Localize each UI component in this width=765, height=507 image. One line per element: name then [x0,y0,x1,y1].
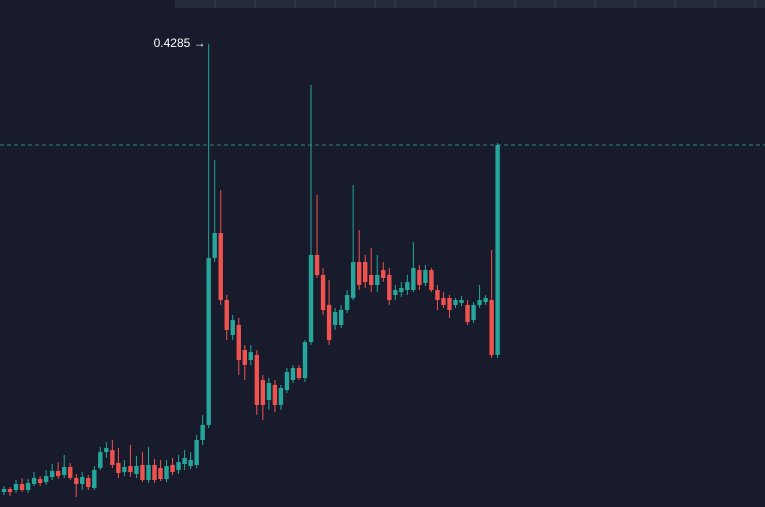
candle-body [477,300,482,305]
candle-body [272,384,278,405]
candle-body [483,297,488,303]
strip [175,0,765,8]
candle-body [453,300,458,305]
candle-body [375,274,380,285]
candle-body [194,440,199,465]
candle-body [92,470,97,488]
candle-body [363,262,368,283]
candle-body [182,457,187,464]
candle-body [68,466,73,478]
candle-body [248,352,254,361]
candle-body [170,464,175,473]
candle-body [212,233,217,258]
candle-body [393,290,398,295]
candle-body [302,342,308,378]
candle-body [43,476,49,483]
candle-body [242,350,247,365]
candle-body [308,254,314,343]
candle-body [122,466,127,473]
candle-body [465,304,470,323]
candle-body [387,274,392,301]
candle-body [188,460,193,467]
candle-body [98,452,103,468]
candle-body [164,466,169,480]
candle-body [296,367,302,378]
candle-body [152,464,157,481]
candle-body [62,466,67,475]
candle-body [489,300,494,355]
candle-body [134,466,139,474]
candle-body [224,300,229,331]
candle-body [260,380,266,405]
candle-body [110,450,115,465]
candle-body [495,144,500,355]
candle-body [369,274,374,285]
candle-body [19,483,25,491]
candle-body [55,470,61,477]
candle-body [206,257,211,425]
candle-body [37,479,43,484]
candle-body [332,312,338,325]
candle-body [86,477,91,487]
top-strip [175,0,765,8]
candle-body [176,462,181,471]
high-label: 0.4285 → [154,36,206,50]
candle-body [290,367,296,381]
candle-body [399,287,404,293]
candle-body [25,483,31,491]
candle-body [459,300,464,304]
candle-body [218,233,223,301]
candle-body [284,372,290,391]
candle-body [350,262,356,298]
candle-body [411,267,416,291]
candle-body [405,282,410,291]
candle-body [266,383,272,401]
candle-body [314,254,320,275]
candle-body [278,387,284,405]
candle-body [320,274,326,311]
candle-body [381,270,386,278]
candle-body [356,262,362,285]
candle-body [230,320,235,335]
candle-body [200,424,205,441]
candle-body [338,310,344,325]
candle-body [158,467,163,480]
candle-body [49,470,55,477]
candle-body [13,483,19,491]
candle-body [435,290,440,301]
candle-body [471,304,476,321]
candle-body [140,464,145,481]
candle-body [236,324,241,361]
candle-body [146,464,151,481]
candle-body [344,294,350,311]
candle-body [441,297,446,305]
candle-body [417,270,422,285]
candle-body [447,297,452,311]
candle-body [7,489,13,493]
candle-body [31,477,37,484]
candle-body [116,463,121,474]
strip-dividers [214,0,756,8]
candle-body [80,476,85,484]
candle-body [104,447,109,453]
candle-body [254,354,260,405]
candle-body [326,304,332,341]
candle-body [128,466,133,473]
candle-body [429,270,434,291]
candle-body [74,477,79,484]
candle-body [423,270,428,284]
candle-body [1,489,7,493]
